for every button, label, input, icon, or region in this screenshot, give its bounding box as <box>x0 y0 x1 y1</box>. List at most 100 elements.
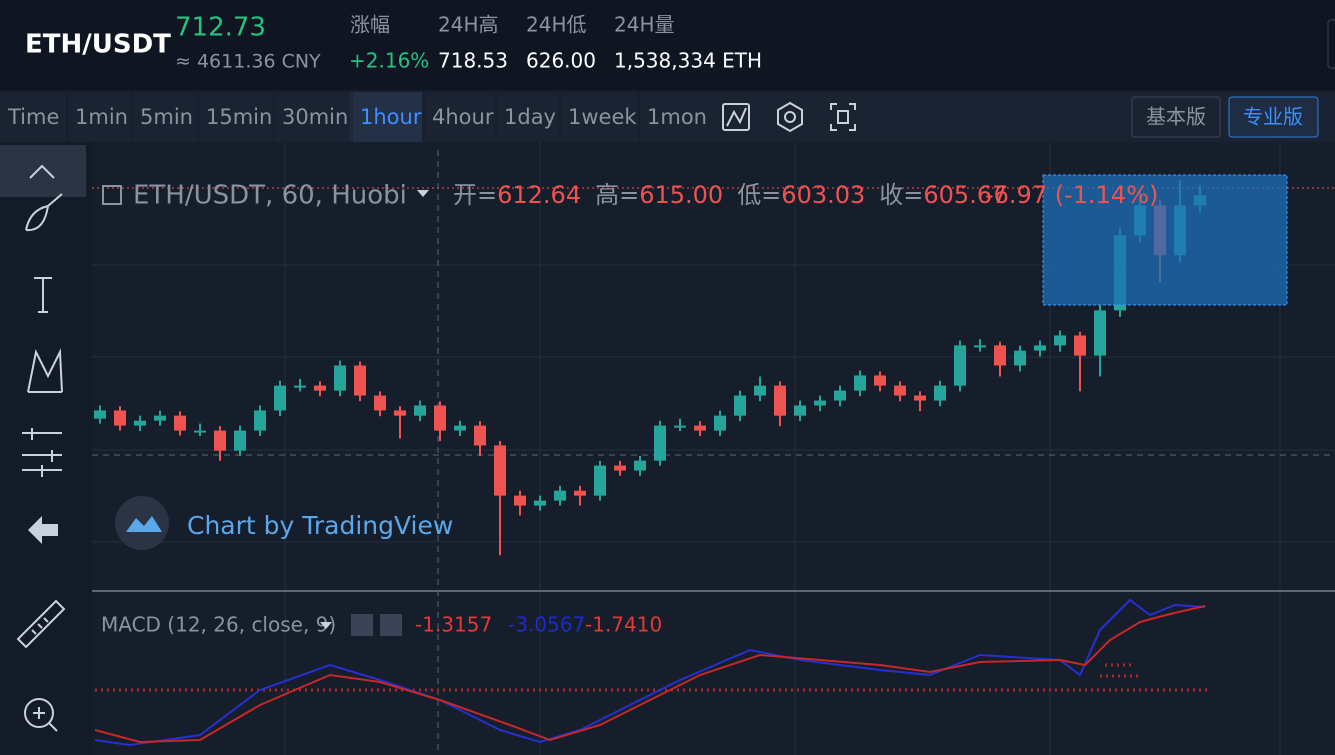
candle-body <box>394 410 406 416</box>
stat-value: +2.16% <box>349 49 429 73</box>
candle-body <box>914 395 926 401</box>
interval-tab[interactable]: 4hour <box>432 105 494 129</box>
candle-body <box>114 410 126 426</box>
candle-body <box>894 385 906 396</box>
side-toolbar <box>0 142 92 755</box>
legend-label: 高= <box>595 181 639 209</box>
interval-tabs: Time 1min 5min 15min 30min 1hour 4hour 1day 1wee… <box>7 92 707 142</box>
interval-tab[interactable]: 1week <box>568 105 637 129</box>
legend-change: -6.97 (-1.14%) <box>985 181 1158 209</box>
interval-tab[interactable]: 1mon <box>647 105 707 129</box>
legend-value: 605.67 <box>923 181 1007 209</box>
candle-body <box>734 395 746 416</box>
interval-tab[interactable]: Time <box>7 105 59 129</box>
interval-tab[interactable]: 5min <box>140 105 193 129</box>
active-tab <box>350 92 422 142</box>
candle-body <box>994 345 1006 366</box>
tool-icons <box>722 101 856 133</box>
side-icons <box>16 164 66 732</box>
candle-body <box>634 460 646 471</box>
stat-value: 626.00 <box>526 49 596 73</box>
interval-tab[interactable]: 15min <box>206 105 272 129</box>
stat-label: 24H量 <box>614 13 675 37</box>
legend-label: 开= <box>453 181 497 209</box>
stat-label: 24H高 <box>438 13 499 37</box>
candle-body <box>434 405 446 431</box>
legend-value: 603.03 <box>781 181 865 209</box>
pair: ETH/USDT <box>25 30 171 60</box>
header-bg <box>0 0 1335 90</box>
stats: 涨幅 +2.16% 24H高 718.53 24H低 626.00 24H量 1,538,33… <box>349 13 762 73</box>
candle-body <box>1014 350 1026 366</box>
candle-body <box>594 465 606 496</box>
legend-value: 615.00 <box>639 181 723 209</box>
legend-caret[interactable] <box>417 190 429 197</box>
pro-button-frame <box>1228 96 1319 138</box>
last-price: 712.73 <box>175 13 266 43</box>
candle-body <box>274 385 286 411</box>
candle-body <box>834 390 846 401</box>
basic-button[interactable]: 基本版 <box>1146 105 1206 129</box>
candle-body <box>354 365 366 396</box>
candle-body <box>134 420 146 426</box>
legend-label: 低= <box>737 181 781 209</box>
legend-symbol: ETH/USDT, 60, Huobi <box>133 181 407 211</box>
legend-fields: 开= 612.64 高= 615.00 低= 603.03 收= 605.67 <box>453 181 1007 209</box>
legend-box <box>102 185 122 205</box>
candle-body <box>294 385 306 388</box>
macd-line <box>94 598 1206 747</box>
candle-body <box>814 400 826 406</box>
stat-value: 1,538,334 ETH <box>614 49 762 73</box>
macd-caret[interactable] <box>320 622 332 629</box>
cny-price: ≈ 4611.36 CNY <box>175 51 321 73</box>
candle-body <box>174 415 186 431</box>
candle-body <box>854 375 866 391</box>
macd-settings[interactable] <box>351 614 373 636</box>
candle-body <box>1054 335 1066 346</box>
candle-body <box>974 345 986 348</box>
candle-body <box>554 490 566 501</box>
candle-body <box>694 425 706 431</box>
watermark-logo <box>115 496 169 550</box>
candle-body <box>514 495 526 506</box>
candle-body <box>194 430 206 433</box>
candle-body <box>234 430 246 451</box>
watermark: Chart by TradingView <box>187 511 453 540</box>
candle-body <box>534 500 546 506</box>
signal-line <box>94 605 1206 744</box>
interval-tab[interactable]: 1min <box>75 105 128 129</box>
interval-tab[interactable]: 1hour <box>360 105 422 129</box>
candle-body <box>774 385 786 416</box>
macd-value: -3.0567 <box>508 613 585 637</box>
candle-body <box>1094 310 1106 356</box>
candle-body <box>614 465 626 471</box>
side-active <box>0 145 86 197</box>
basic-button-frame <box>1131 96 1221 138</box>
candle-body <box>874 375 886 386</box>
candle-body <box>374 395 386 411</box>
candle-body <box>334 365 346 391</box>
candle-body <box>654 425 666 461</box>
back-arrow[interactable] <box>28 516 58 544</box>
candle-body <box>574 490 586 496</box>
macd-title: MACD (12, 26, close, 9) <box>101 613 336 637</box>
candle-body <box>314 385 326 391</box>
interval-tab[interactable]: 30min <box>282 105 348 129</box>
candle-body <box>154 415 166 421</box>
pro-button[interactable]: 专业版 <box>1243 105 1303 129</box>
stat-value: 718.53 <box>438 49 508 73</box>
watermark-icon <box>126 516 162 532</box>
macd-values: -1.3157 -3.0567 -1.7410 <box>415 613 662 637</box>
macd-close[interactable] <box>380 614 402 636</box>
candle-body <box>1074 335 1086 356</box>
candle-body <box>754 385 766 396</box>
candle-body <box>934 385 946 401</box>
toolbar-bg <box>0 92 1335 142</box>
stat-label: 涨幅 <box>350 13 390 37</box>
candle-body <box>254 410 266 431</box>
legend-value: 612.64 <box>497 181 581 209</box>
macd-value: -1.3157 <box>415 613 492 637</box>
interval-tab[interactable]: 1day <box>504 105 556 129</box>
